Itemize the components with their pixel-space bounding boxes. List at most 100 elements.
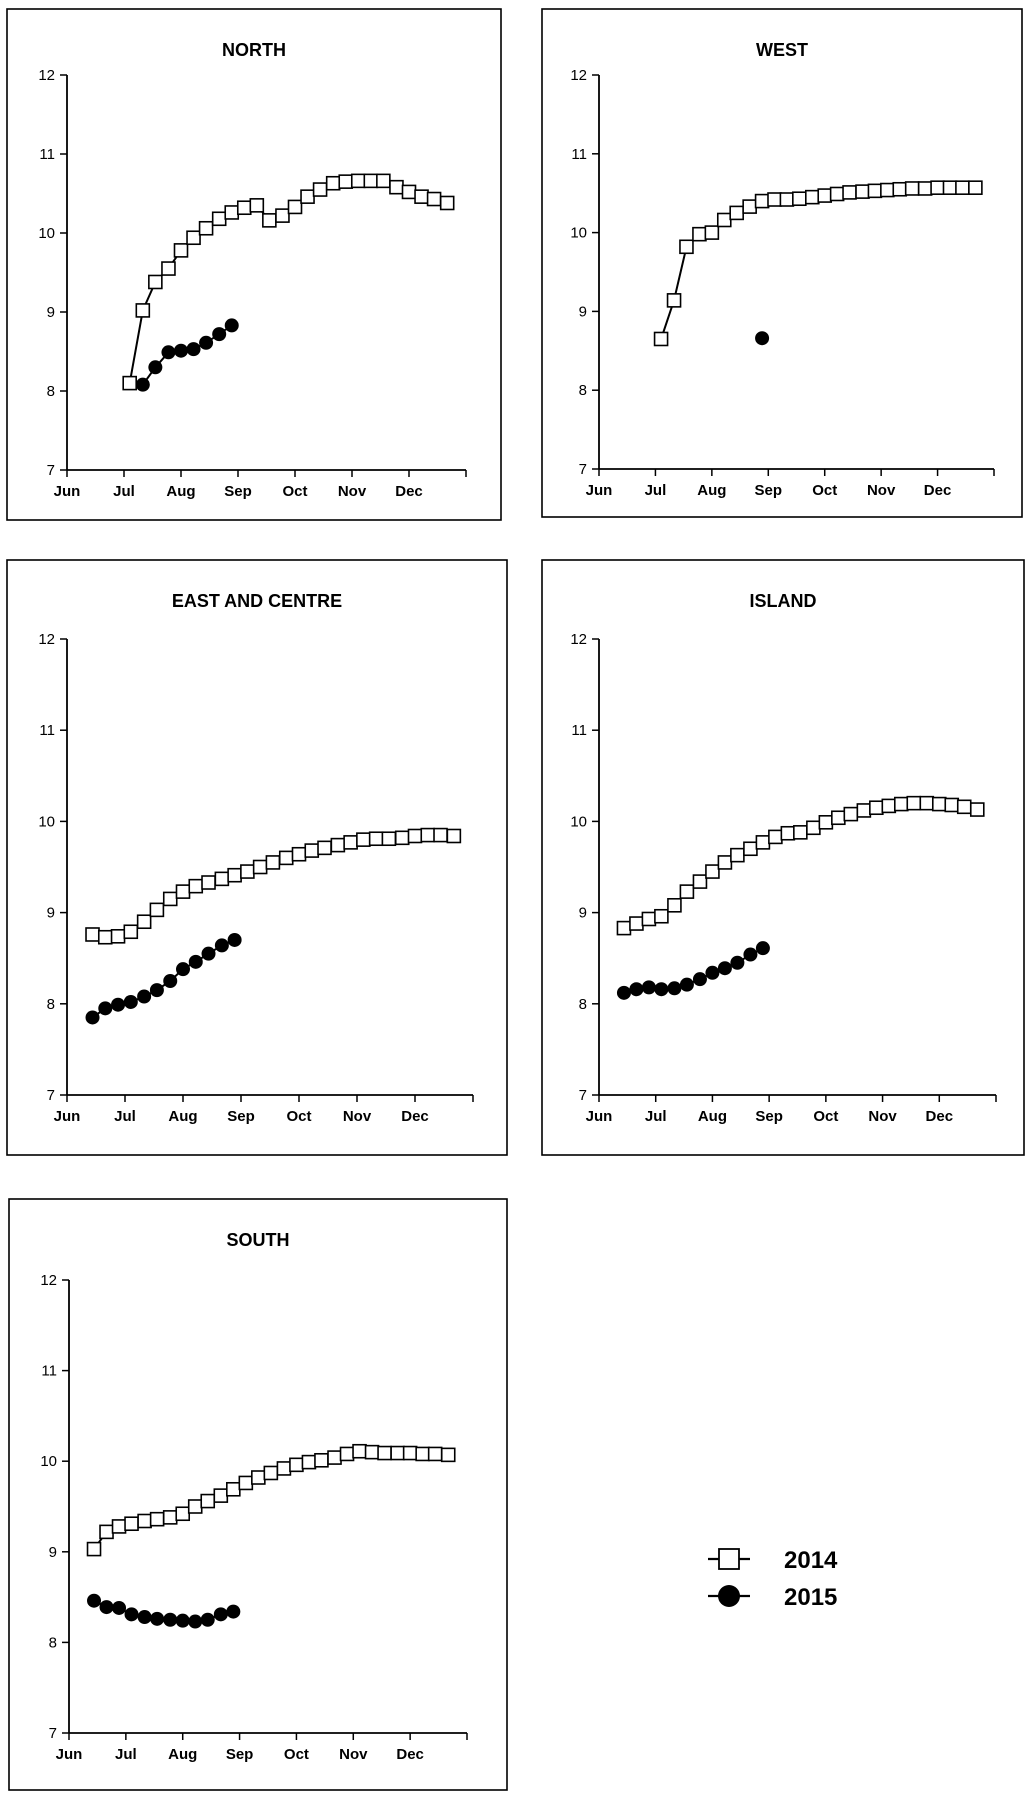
data-point-2014 (407, 828, 423, 844)
data-point-2015 (730, 955, 745, 970)
x-tick-label: Sep (226, 1746, 254, 1763)
data-point-2014 (389, 179, 404, 195)
data-point-2014 (291, 846, 307, 862)
data-point-2015 (99, 1600, 114, 1615)
data-point-2014 (224, 205, 240, 220)
x-tick-label: Dec (924, 482, 952, 499)
panel-frame (6, 559, 508, 1156)
data-point-2015 (186, 342, 201, 357)
y-tick-label: 9 (579, 303, 587, 320)
data-point-2015 (137, 1610, 152, 1625)
data-point-2015 (705, 965, 720, 980)
data-point-2014 (767, 192, 782, 207)
data-point-2014 (136, 914, 152, 930)
data-point-2014 (641, 911, 657, 927)
series-2015 (616, 941, 770, 1000)
data-point-2014 (446, 828, 462, 844)
data-point-2014 (263, 1465, 279, 1481)
data-point-2014 (415, 1446, 430, 1462)
data-point-2014 (969, 802, 985, 817)
panel-title: WEST (756, 40, 808, 60)
data-point-2014 (262, 213, 277, 228)
data-point-2014 (420, 827, 436, 843)
y-tick-label: 8 (579, 382, 587, 399)
y-tick-label: 7 (47, 1087, 55, 1104)
data-point-2014 (124, 1516, 139, 1532)
x-tick-label: Oct (286, 1108, 311, 1125)
x-tick-label: Oct (284, 1746, 309, 1763)
data-point-2015 (176, 962, 190, 977)
data-point-2015 (213, 1607, 228, 1622)
data-point-2014 (175, 884, 191, 899)
data-point-2014 (201, 875, 216, 890)
data-point-2014 (99, 1524, 114, 1540)
y-tick-label: 8 (49, 1634, 57, 1651)
data-point-2014 (730, 847, 745, 863)
x-tick-label: Sep (224, 483, 252, 500)
data-point-2014 (352, 1443, 367, 1459)
data-point-2015 (175, 1613, 190, 1628)
data-point-2014 (917, 181, 933, 196)
data-point-2014 (198, 220, 214, 236)
series-2015 (135, 318, 239, 392)
y-tick-label: 11 (571, 722, 587, 739)
data-point-2014 (653, 331, 669, 347)
data-point-2014 (276, 1461, 292, 1476)
legend: 2014 2015 (708, 1547, 838, 1611)
data-point-2014 (356, 832, 371, 847)
x-tick-label: Nov (343, 1108, 372, 1125)
data-point-2014 (338, 174, 354, 189)
data-point-2015 (161, 345, 176, 360)
data-point-2014 (327, 1450, 342, 1465)
data-point-2014 (729, 205, 744, 221)
data-point-2015 (163, 1612, 178, 1627)
data-point-2014 (214, 871, 230, 887)
data-point-2014 (944, 797, 960, 813)
x-tick-label: Dec (926, 1108, 954, 1125)
data-point-2014 (439, 195, 455, 211)
data-point-2014 (238, 1475, 254, 1491)
x-tick-label: Jul (645, 1108, 667, 1125)
legend-label-2014: 2014 (784, 1547, 838, 1574)
series-2014 (653, 180, 983, 347)
data-point-2014 (842, 185, 857, 200)
data-point-2014 (880, 182, 895, 198)
y-tick-label: 7 (47, 462, 55, 479)
data-point-2014 (426, 191, 442, 207)
panel-title: EAST AND CENTRE (172, 591, 342, 611)
data-point-2014 (363, 173, 379, 189)
data-point-2014 (312, 182, 328, 197)
x-tick-label: Nov (339, 1746, 368, 1763)
x-tick-label: Nov (338, 483, 367, 500)
data-point-2014 (742, 199, 757, 214)
data-point-2014 (806, 820, 821, 836)
y-tick-label: 9 (579, 905, 587, 922)
data-point-2014 (314, 1452, 329, 1468)
data-point-2014 (427, 1446, 443, 1462)
data-point-2014 (251, 1470, 266, 1485)
data-point-2015 (200, 1612, 215, 1627)
data-point-2014 (956, 799, 972, 815)
data-point-2015 (137, 989, 152, 1004)
data-point-2014 (377, 1445, 392, 1461)
data-point-2014 (717, 855, 733, 870)
y-tick-label: 10 (38, 813, 55, 830)
data-point-2014 (149, 902, 165, 918)
y-tick-label: 12 (40, 1272, 57, 1289)
legend-marker-circle (718, 1585, 740, 1607)
data-point-2015 (149, 983, 164, 998)
panel-title: ISLAND (750, 591, 817, 611)
data-point-2014 (402, 1445, 418, 1461)
data-point-2014 (376, 173, 391, 189)
panel-east-and-centre: EAST AND CENTRE 7 8 9 10 11 12 Jun Jul Aug Sep Oct N… (6, 559, 508, 1156)
x-tick-label: Jul (114, 1108, 136, 1125)
y-tick-label: 11 (571, 146, 587, 163)
y-tick-label: 8 (47, 383, 55, 400)
data-point-2014 (667, 898, 682, 913)
x-tick-label: Jun (54, 483, 81, 500)
data-point-2014 (906, 795, 922, 811)
data-point-2014 (85, 927, 100, 942)
y-tick-label: 12 (570, 67, 587, 84)
data-point-2015 (692, 972, 707, 987)
data-point-2014 (226, 1481, 241, 1497)
